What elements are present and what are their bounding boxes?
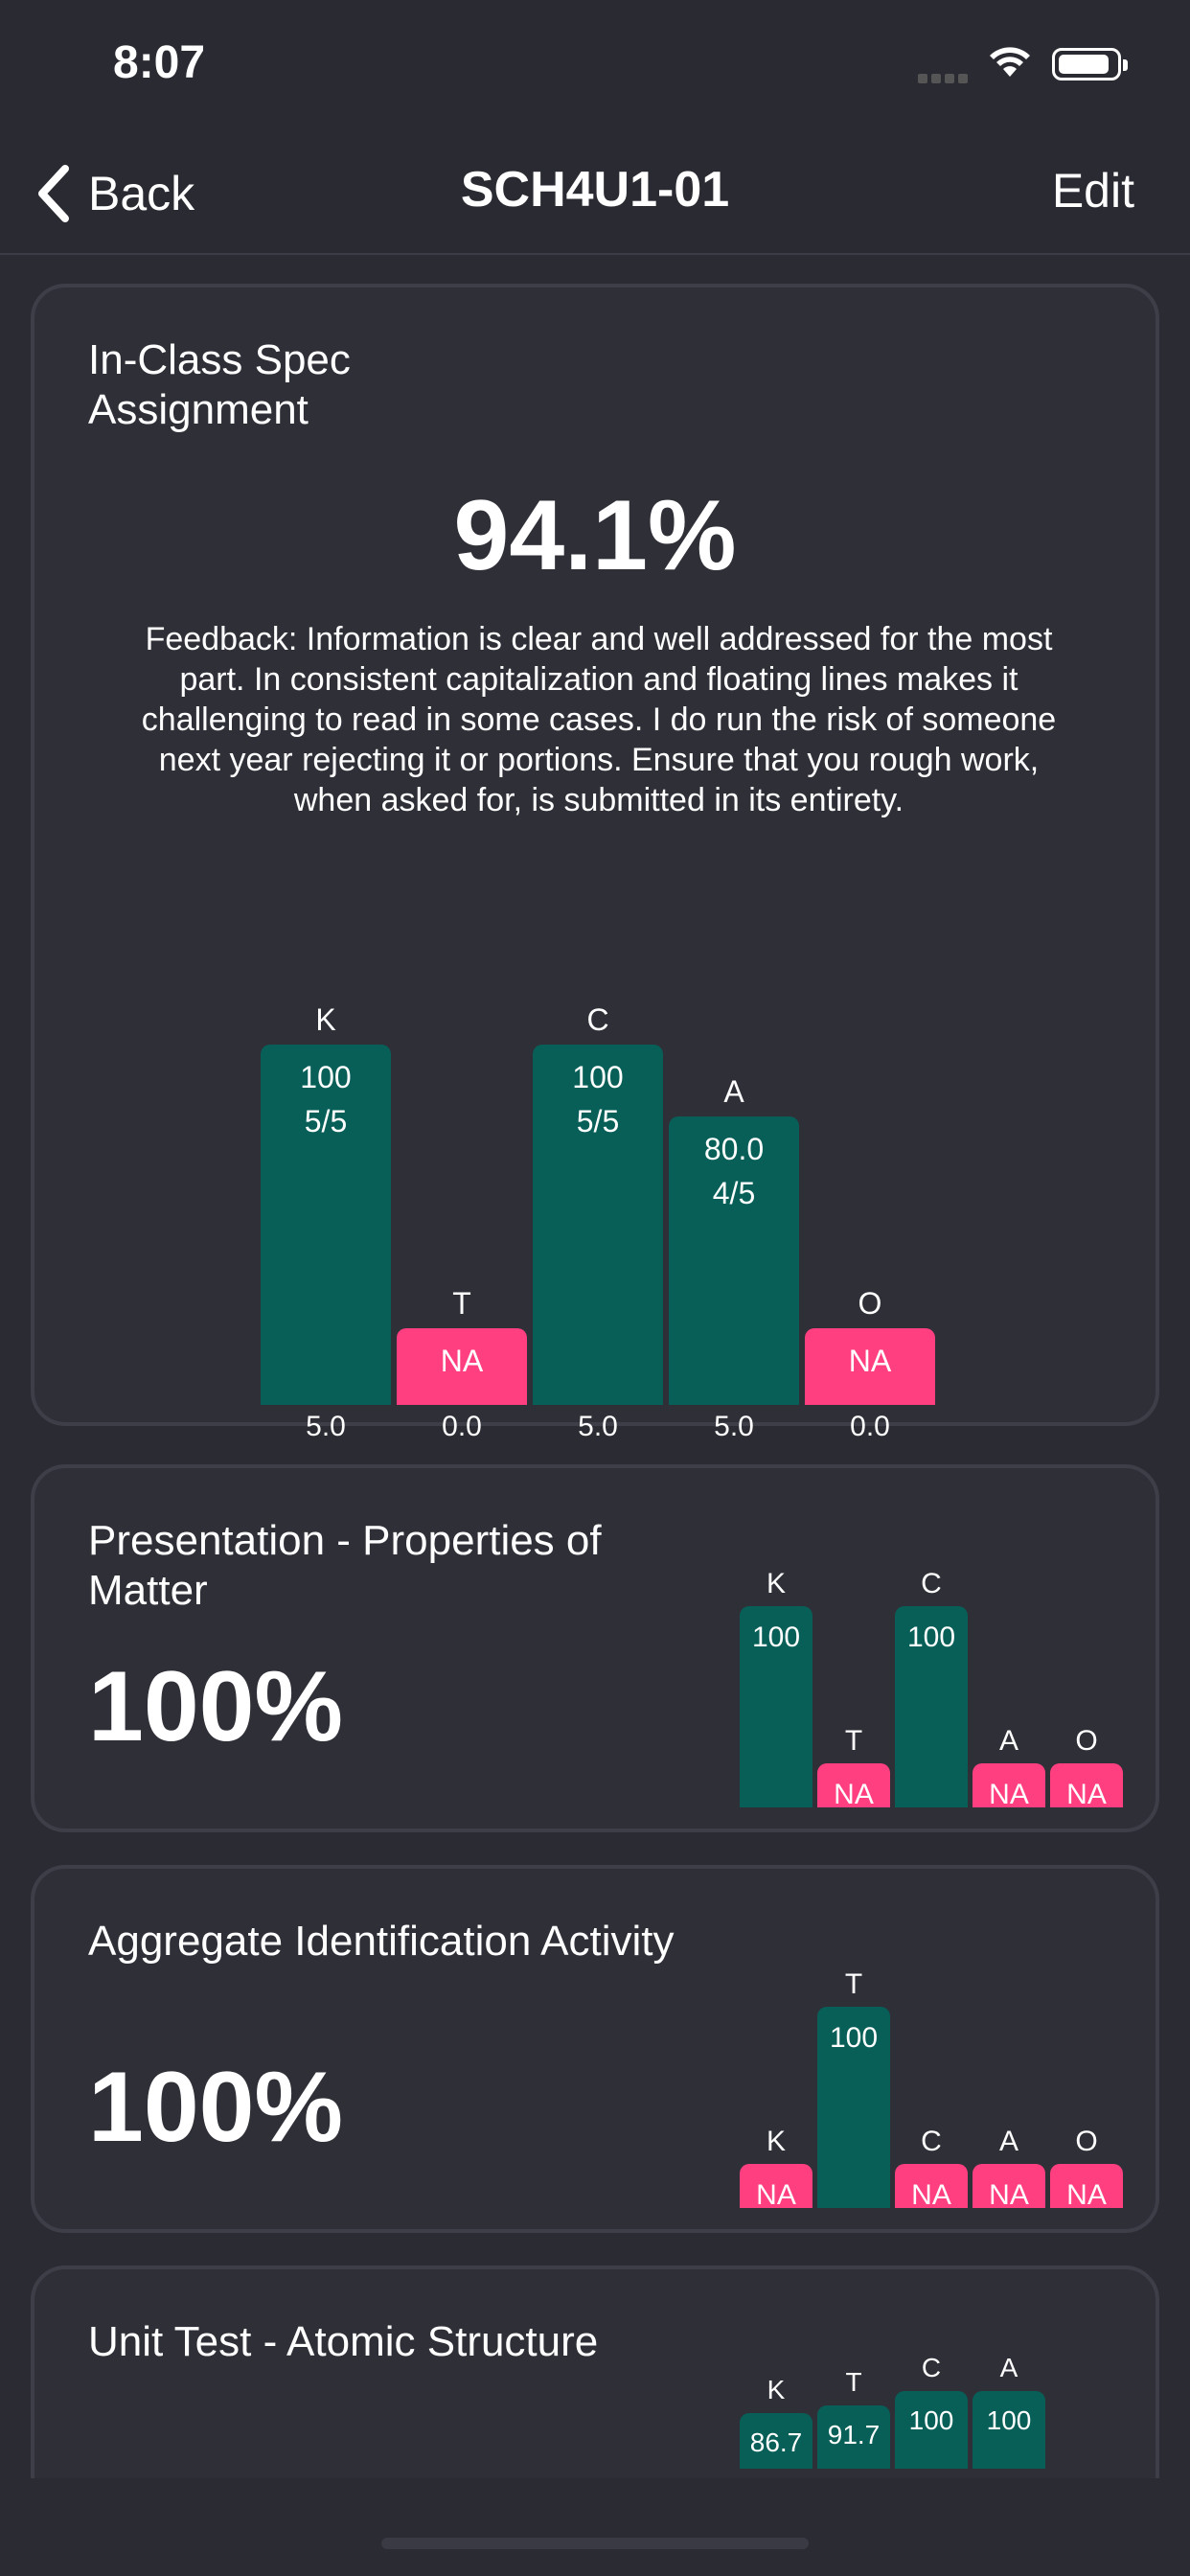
bar-value: 100 xyxy=(906,1622,956,1653)
bar-letter-t: T xyxy=(845,2366,862,2397)
bar-value: NA xyxy=(911,2179,951,2211)
bar-letter-o: O xyxy=(1075,1725,1098,1757)
assignment-score: 94.1% xyxy=(453,480,737,591)
wifi-icon xyxy=(990,47,1030,77)
bar-value: 100 xyxy=(300,1060,352,1094)
assignment-title: Aggregate Identification Activity xyxy=(88,1918,675,1965)
bar-value: 100 xyxy=(572,1060,624,1094)
bar-c: 100 xyxy=(895,2391,968,2469)
assignment-title: Presentation - Properties of Matter xyxy=(88,1517,602,1614)
bar-a: NA xyxy=(973,1763,1045,1810)
bar-letter-c: C xyxy=(586,1002,609,1037)
bar-k: NA xyxy=(740,2164,812,2211)
bar-k: 100 5/5 xyxy=(261,1045,391,1405)
back-button[interactable]: Back xyxy=(34,155,195,232)
bar-value: 100 xyxy=(829,2022,879,2054)
bar-fraction: 5/5 xyxy=(304,1104,348,1138)
edit-button[interactable]: Edit xyxy=(1051,164,1134,218)
bar-value: NA xyxy=(1066,1779,1107,1810)
assignment-card-aggregate[interactable]: Aggregate Identification Activity 100% N… xyxy=(31,1865,1159,2233)
assignment-card-presentation[interactable]: Presentation - Properties of Matter 100%… xyxy=(31,1464,1159,1832)
bar-fraction: 4/5 xyxy=(712,1176,756,1211)
bar-weight: 0.0 xyxy=(442,1411,482,1442)
assignment-card-unit-test[interactable]: Unit Test - Atomic Structure 86.7 K 91.7 T 1… xyxy=(31,2266,1159,2478)
bar-letter-c: C xyxy=(921,2126,942,2157)
bar-weight: 5.0 xyxy=(714,1411,754,1442)
bar-value: 91.7 xyxy=(827,2419,881,2450)
assignment-card-in-class-spec[interactable]: In-Class Spec Assignment 94.1% Feedback:… xyxy=(31,284,1159,1442)
bar-c: 100 5/5 xyxy=(533,1045,663,1405)
bar-o: NA xyxy=(1050,1763,1123,1810)
bar-a: 100 xyxy=(973,2391,1045,2469)
bar-a: 80.0 4/5 xyxy=(669,1116,799,1405)
bar-letter-k: K xyxy=(315,1002,336,1037)
bar-letter-k: K xyxy=(767,2375,786,2405)
bar-value: NA xyxy=(756,2179,796,2211)
back-label: Back xyxy=(88,167,195,220)
bar-letter-c: C xyxy=(921,2353,942,2382)
bar-fraction: 5/5 xyxy=(576,1104,620,1138)
chevron-left-icon xyxy=(38,165,69,222)
bar-letter-o: O xyxy=(858,1286,882,1321)
bar-weight: 5.0 xyxy=(578,1411,618,1442)
bar-letter-t: T xyxy=(844,1725,863,1757)
bar-weight: 5.0 xyxy=(306,1411,346,1442)
bar-letter-k: K xyxy=(766,1568,786,1599)
bar-letter-a: A xyxy=(998,2126,1018,2157)
bar-value: 100 xyxy=(908,2405,954,2435)
bar-value: NA xyxy=(1066,2179,1107,2211)
bar-weight: 0.0 xyxy=(850,1411,890,1442)
bar-c: NA xyxy=(895,2164,968,2211)
page-title: SCH4U1-01 xyxy=(460,162,730,218)
bar-k: 100 xyxy=(740,1606,812,1807)
bar-letter-a: A xyxy=(723,1074,744,1110)
bar-value: 86.7 xyxy=(749,2427,803,2458)
bar-value: 100 xyxy=(986,2405,1032,2435)
status-time: 8:07 xyxy=(113,37,206,88)
navigation-bar: Back SCH4U1-01 Edit xyxy=(0,134,1190,255)
assignment-title: In-Class Spec Assignment xyxy=(88,336,351,433)
bar-t: 91.7 xyxy=(817,2404,890,2469)
bar-value: NA xyxy=(989,1779,1029,1810)
battery-icon xyxy=(1052,48,1128,80)
bar-a: NA xyxy=(973,2164,1045,2211)
bar-letter-t: T xyxy=(844,1968,863,2000)
bar-value: NA xyxy=(989,2179,1029,2211)
bar-letter-a: A xyxy=(998,1725,1018,1757)
bar-value: 100 xyxy=(751,1622,801,1653)
bar-value: NA xyxy=(440,1344,484,1378)
assignment-score: 100% xyxy=(88,1651,343,1762)
home-indicator xyxy=(381,2538,809,2549)
bar-o: NA xyxy=(805,1328,935,1405)
assignment-title: Unit Test - Atomic Structure xyxy=(88,2318,599,2365)
bar-t: NA xyxy=(397,1328,527,1405)
bar-letter-k: K xyxy=(766,2126,786,2157)
bar-letter-a: A xyxy=(999,2353,1018,2382)
bar-letter-c: C xyxy=(921,1568,942,1599)
bar-t: NA xyxy=(817,1763,890,1810)
assignment-list[interactable]: In-Class Spec Assignment 94.1% Feedback:… xyxy=(0,255,1190,2478)
bar-letter-o: O xyxy=(1075,2126,1098,2157)
bar-value: NA xyxy=(834,1779,874,1810)
status-bar: 8:07 xyxy=(0,0,1190,134)
bar-k: 86.7 xyxy=(740,2413,812,2469)
bar-value: NA xyxy=(848,1344,892,1378)
bar-value: 80.0 xyxy=(703,1132,765,1167)
assignment-feedback: Feedback: Information is clear and well … xyxy=(141,621,1057,818)
assignment-score: 100% xyxy=(88,2052,343,2163)
bar-o: NA xyxy=(1050,2164,1123,2211)
bar-c: 100 xyxy=(895,1606,968,1807)
bar-letter-t: T xyxy=(452,1286,471,1321)
bar-t: 100 xyxy=(817,2007,890,2208)
cellular-signal-icon xyxy=(918,71,972,83)
